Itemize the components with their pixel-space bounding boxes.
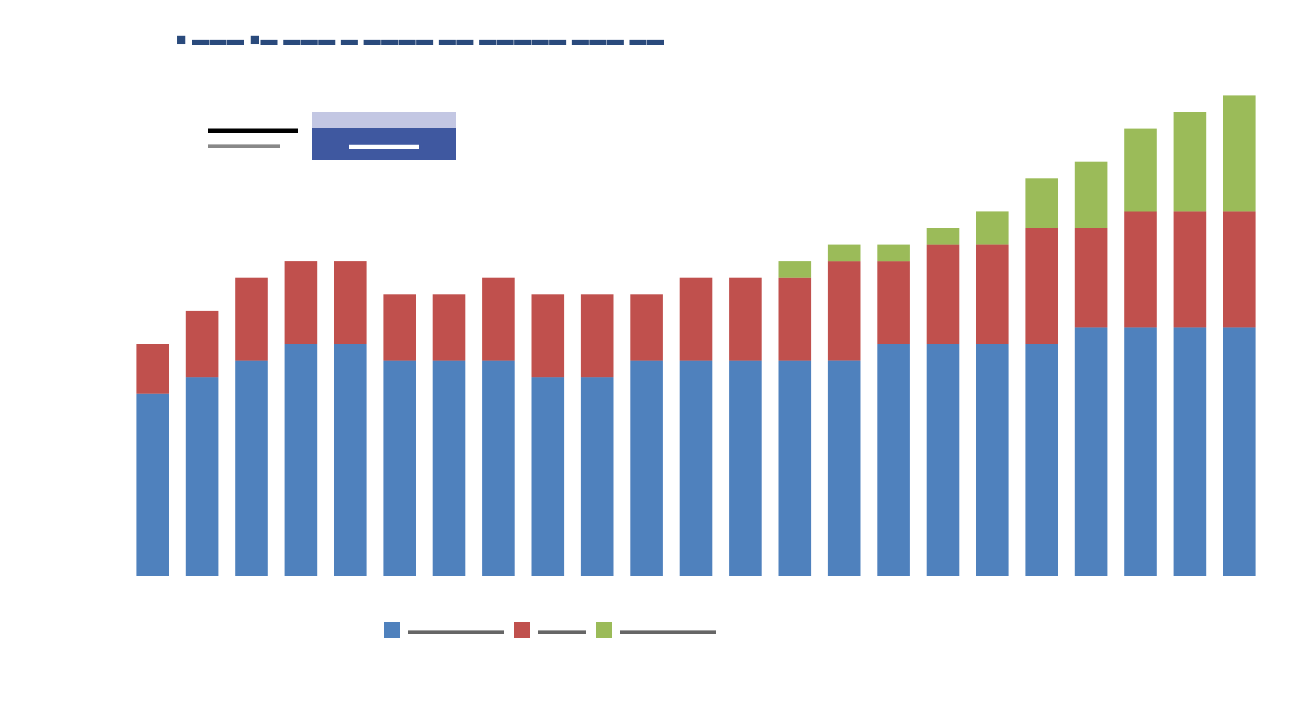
control-label-stack: ▬▬▬▬▬▬ ▬▬▬▬▬▬ [208,120,298,152]
legend-item: ▬▬▬▬ [514,622,586,638]
bar-segment-2-10 [580,294,614,378]
bar-segment-2-7 [432,294,466,361]
legend-swatch [384,622,400,638]
bar-segment-1-15 [827,360,861,576]
bar-segment-1-18 [976,344,1009,576]
bar-segment-1-12 [679,360,713,576]
bar-segment-1-8 [482,360,515,576]
bar-segment-2-8 [482,277,515,361]
legend-label: ▬▬▬▬▬▬▬▬ [408,623,504,637]
bar-segment-2-9 [531,294,565,378]
control-sublabel: ▬▬▬▬▬▬ [208,137,280,151]
bar-segment-3-21 [1124,128,1157,212]
action-button[interactable]: ▬▬▬▬▬ [312,112,456,160]
bar-segment-1-3 [235,360,268,576]
bar-segment-3-16 [877,244,910,262]
bar-segment-2-11 [630,294,663,361]
bar-segment-1-1 [136,393,169,576]
bar-segment-2-1 [136,344,169,394]
bar-segment-1-5 [334,344,367,576]
bar-segment-1-19 [1025,344,1058,576]
bar-segment-2-5 [334,261,367,344]
bar-segment-2-21 [1124,211,1157,328]
bar-segment-2-17 [926,244,960,344]
bar-segment-2-16 [877,261,910,344]
bar-segment-2-15 [827,261,861,361]
bar-segment-1-6 [383,360,416,576]
bar-segment-2-4 [284,261,318,344]
bar-segment-3-15 [827,244,861,262]
bar-segment-2-20 [1074,228,1108,328]
bar-segment-1-16 [877,344,910,576]
bar-segment-2-18 [976,244,1009,344]
bar-segment-3-14 [778,261,812,278]
bars [136,95,1256,576]
bar-segment-3-23 [1223,95,1256,212]
bar-segment-2-3 [235,277,268,361]
chart-title: ■ ▬▬▬ ■▬ ▬▬▬ ▬ ▬▬▬▬ ▬▬ ▬▬▬▬▬ ▬▬▬ ▬▬ [176,30,665,49]
bar-segment-2-23 [1223,211,1256,328]
bar-segment-1-20 [1074,327,1108,576]
bar-segment-1-21 [1124,327,1157,576]
bar-segment-1-13 [729,360,762,576]
chart-title-row: ■ ▬▬▬ ■▬ ▬▬▬ ▬ ▬▬▬▬ ▬▬ ▬▬▬▬▬ ▬▬▬ ▬▬ [176,30,665,50]
bar-segment-1-9 [531,377,565,576]
bar-segment-2-2 [185,310,219,378]
bar-segment-2-14 [778,277,812,361]
bar-segment-1-14 [778,360,812,576]
legend-label: ▬▬▬▬▬▬▬▬ [620,623,716,637]
bar-segment-3-18 [976,211,1009,245]
controls-bar: ▬▬▬▬▬▬ ▬▬▬▬▬▬ ▬▬▬▬▬ [208,112,456,160]
bar-segment-1-10 [580,377,614,576]
legend: ▬▬▬▬▬▬▬▬ ▬▬▬▬ ▬▬▬▬▬▬▬▬ [384,622,716,638]
bar-segment-1-23 [1223,327,1256,576]
legend-item: ▬▬▬▬▬▬▬▬ [596,622,716,638]
bar-segment-2-13 [729,277,762,361]
bar-segment-3-17 [926,228,960,245]
bar-segment-1-22 [1173,327,1207,576]
bar-segment-2-12 [679,277,713,361]
legend-swatch [514,622,530,638]
legend-label: ▬▬▬▬ [538,623,586,637]
bar-segment-1-17 [926,344,960,576]
legend-swatch [596,622,612,638]
bar-segment-3-20 [1074,161,1108,228]
bar-segment-2-22 [1173,211,1207,328]
bar-segment-1-7 [432,360,466,576]
bar-segment-2-6 [383,294,416,361]
bar-segment-1-2 [185,377,219,576]
legend-item: ▬▬▬▬▬▬▬▬ [384,622,504,638]
bar-segment-2-19 [1025,228,1058,344]
bar-segment-3-22 [1173,112,1207,212]
bar-segment-1-4 [284,344,318,576]
bar-segment-3-19 [1025,178,1058,228]
bar-segment-1-11 [630,360,663,576]
control-label: ▬▬▬▬▬▬ [208,120,298,137]
